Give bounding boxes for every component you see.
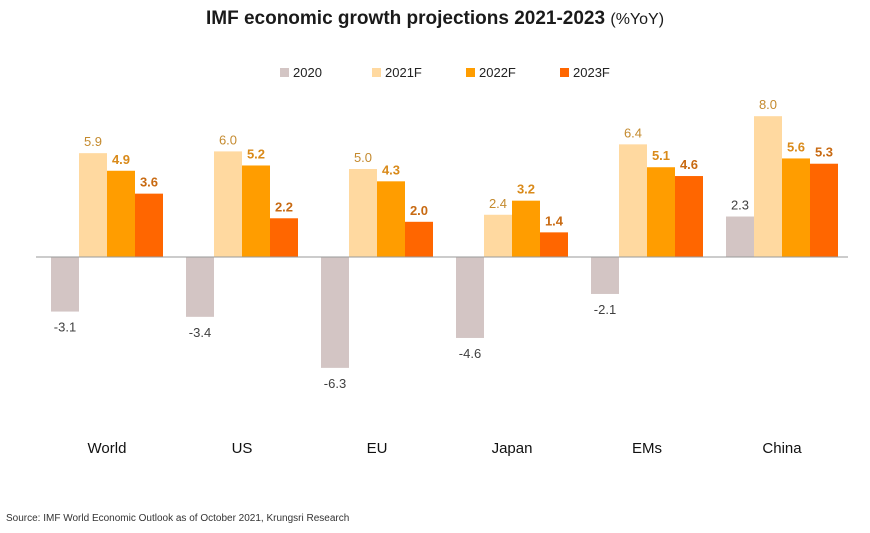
bar-japan-2023f [540, 232, 568, 257]
legend-label-2023f: 2023F [573, 65, 610, 80]
value-label-china-2022f: 5.6 [787, 139, 805, 154]
legend-swatch-2020 [280, 68, 289, 77]
bar-ems-2023f [675, 176, 703, 257]
bar-eu-2020 [321, 257, 349, 368]
bar-china-2022f [782, 158, 810, 257]
bar-us-2021f [214, 151, 242, 257]
value-label-japan-2020: -4.6 [459, 346, 481, 361]
bar-japan-2021f [484, 214, 512, 257]
value-label-ems-2020: -2.1 [594, 302, 616, 317]
value-label-japan-2021f: 2.4 [489, 196, 507, 211]
bar-ems-2022f [647, 167, 675, 257]
value-label-china-2023f: 5.3 [815, 145, 833, 160]
category-labels-group: World US EU Japan EMs China [88, 440, 803, 457]
value-label-world-2021f: 5.9 [84, 134, 102, 149]
bar-us-2023f [270, 218, 298, 257]
legend-swatch-2022f [466, 68, 475, 77]
bar-us-2022f [242, 165, 270, 257]
bar-world-2021f [79, 153, 107, 257]
value-label-japan-2022f: 3.2 [517, 182, 535, 197]
legend: 2020 2021F 2022F 2023F [280, 65, 610, 80]
category-label-china: China [762, 440, 802, 457]
bar-china-2021f [754, 116, 782, 257]
value-label-japan-2023f: 1.4 [545, 213, 564, 228]
bar-us-2020 [186, 257, 214, 317]
bar-ems-2020 [591, 257, 619, 294]
value-label-ems-2023f: 4.6 [680, 157, 698, 172]
bar-world-2022f [107, 170, 135, 257]
category-label-eu: EU [367, 440, 388, 457]
value-label-world-2022f: 4.9 [112, 152, 130, 167]
value-label-china-2021f: 8.0 [759, 97, 777, 112]
bar-world-2020 [51, 257, 79, 312]
value-label-ems-2022f: 5.1 [652, 148, 670, 163]
value-label-eu-2020: -6.3 [324, 376, 346, 391]
chart-title: IMF economic growth projections 2021-202… [0, 8, 870, 30]
chart-title-text: IMF economic growth projections 2021-202… [205, 8, 606, 29]
source-note: Source: IMF World Economic Outlook as of… [6, 513, 350, 524]
value-label-ems-2021f: 6.4 [624, 125, 642, 140]
bar-china-2020 [726, 216, 754, 257]
legend-label-2022f: 2022F [479, 65, 516, 80]
bar-world-2023f [135, 193, 163, 257]
bar-eu-2021f [349, 169, 377, 257]
value-label-eu-2023f: 2.0 [410, 203, 428, 218]
value-label-world-2020: -3.1 [54, 320, 76, 335]
bars-group [51, 116, 838, 368]
value-label-eu-2022f: 4.3 [382, 162, 400, 177]
category-label-us: US [232, 440, 253, 457]
value-label-china-2020: 2.3 [731, 198, 749, 213]
chart-title-unit: (%YoY) [610, 11, 665, 28]
category-label-world: World [88, 440, 127, 457]
value-label-us-2022f: 5.2 [247, 146, 265, 161]
bar-japan-2022f [512, 200, 540, 257]
legend-swatch-2021f [372, 68, 381, 77]
bar-eu-2023f [405, 221, 433, 257]
value-labels-group: -3.1 5.9 4.9 3.6 -3.4 6.0 5.2 2.2 -6.3 5.0 4.3 2.0 -… [54, 97, 833, 391]
value-label-eu-2021f: 5.0 [354, 150, 372, 165]
legend-label-2020: 2020 [293, 65, 322, 80]
legend-swatch-2023f [560, 68, 569, 77]
bar-ems-2021f [619, 144, 647, 257]
legend-label-2021f: 2021F [385, 65, 422, 80]
category-label-japan: Japan [492, 440, 533, 457]
bar-eu-2022f [377, 181, 405, 257]
bar-china-2023f [810, 163, 838, 257]
value-label-us-2021f: 6.0 [219, 132, 237, 147]
category-label-ems: EMs [632, 440, 662, 457]
value-label-world-2023f: 3.6 [140, 175, 158, 190]
value-label-us-2023f: 2.2 [275, 199, 293, 214]
value-label-us-2020: -3.4 [189, 325, 211, 340]
bar-japan-2020 [456, 257, 484, 338]
